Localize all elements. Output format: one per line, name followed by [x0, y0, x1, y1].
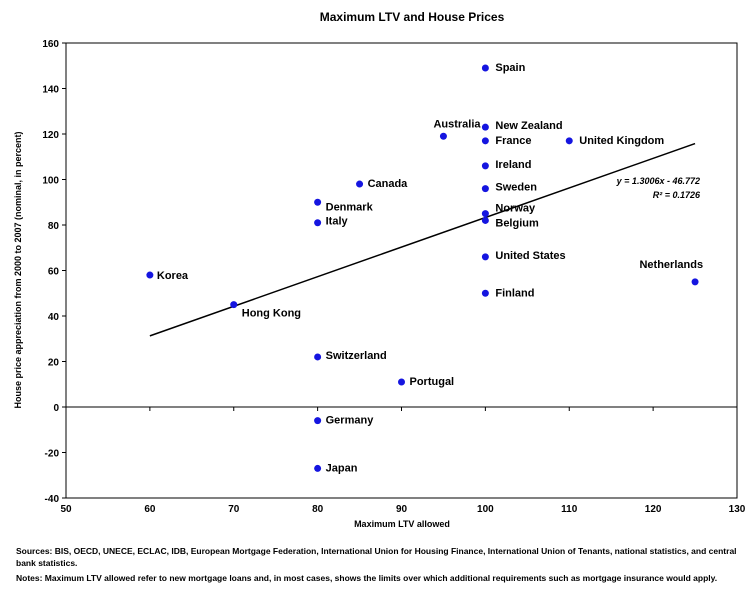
data-point-marker: [356, 180, 364, 188]
trendline-equation: y = 1.3006x - 46.772: [616, 176, 700, 186]
sources-text: Sources: BIS, OECD, UNECE, ECLAC, IDB, E…: [16, 546, 737, 568]
point-label: Korea: [157, 270, 189, 282]
data-point-marker: [691, 278, 699, 286]
data-point-marker: [481, 289, 489, 297]
y-tick-label: 140: [42, 85, 59, 96]
data-point-marker: [398, 378, 405, 386]
point-label: Norway: [495, 203, 536, 215]
data-point-marker: [314, 464, 322, 472]
x-tick-label: 70: [228, 504, 240, 515]
y-tick-label: -40: [45, 494, 60, 505]
point-label: Belgium: [495, 217, 539, 229]
data-point-marker: [146, 271, 154, 279]
x-axis: 50 60 70 80 90 100 110 120 130: [60, 407, 746, 515]
data-point-marker: [481, 216, 489, 224]
point-labels: Korea Hong Kong Denmark Italy Switzerland Ger…: [157, 62, 703, 474]
point-label: Sweden: [495, 182, 537, 194]
x-tick-label: 90: [396, 504, 408, 515]
chart-title: Maximum LTV and House Prices: [320, 10, 505, 24]
y-tick-label: 20: [48, 358, 60, 369]
data-point-marker: [314, 417, 322, 425]
point-label: Denmark: [326, 201, 374, 213]
y-tick-label: -20: [45, 449, 60, 460]
point-label: Switzerland: [326, 350, 387, 362]
data-point-marker: [314, 353, 322, 361]
data-point-marker: [481, 123, 489, 131]
point-label: Spain: [495, 62, 525, 74]
data-points: [146, 64, 699, 472]
point-label: Japan: [326, 462, 358, 474]
y-tick-label: 120: [42, 130, 59, 141]
y-axis: 160 140 120 100 80 60 40 20 0 -20 -40: [42, 39, 66, 505]
point-label: Germany: [326, 415, 375, 427]
point-label: Ireland: [495, 159, 531, 171]
data-point-marker: [481, 162, 489, 170]
notes-text: Notes: Maximum LTV allowed refer to new …: [16, 573, 718, 583]
trendline-r-squared: R² = 0.1726: [653, 190, 701, 200]
data-point-marker: [481, 64, 489, 72]
data-point-marker: [481, 253, 489, 261]
point-label: Netherlands: [639, 259, 703, 271]
x-tick-label: 110: [561, 504, 578, 515]
point-label: Hong Kong: [242, 308, 301, 320]
point-label: United States: [495, 250, 565, 262]
data-point-marker: [481, 210, 489, 218]
y-tick-label: 100: [42, 176, 59, 187]
data-point-marker: [439, 132, 447, 140]
x-tick-label: 120: [645, 504, 662, 515]
y-tick-label: 80: [48, 221, 60, 232]
point-label: New Zealand: [495, 120, 562, 132]
data-point-marker: [314, 219, 322, 227]
y-tick-label: 60: [48, 267, 60, 278]
y-tick-label: 40: [48, 312, 60, 323]
x-axis-title: Maximum LTV allowed: [354, 519, 450, 529]
x-tick-label: 60: [144, 504, 156, 515]
y-tick-label: 0: [53, 403, 59, 414]
trendline: [149, 142, 696, 337]
x-tick-label: 80: [312, 504, 324, 515]
point-label: Portugal: [410, 376, 455, 388]
data-point-marker: [565, 137, 573, 145]
x-tick-label: 130: [729, 504, 746, 515]
data-point-marker: [314, 198, 322, 206]
point-label: United Kingdom: [579, 135, 664, 147]
data-point-marker: [481, 185, 489, 193]
point-label: Canada: [368, 178, 409, 190]
x-tick-label: 100: [477, 504, 494, 515]
scatter-chart: Maximum LTV and House Prices 50 60 70 80 90 1…: [13, 10, 746, 529]
y-axis-title: House price appreciation from 2000 to 20…: [13, 131, 23, 408]
y-tick-label: 160: [42, 39, 59, 50]
point-label: Italy: [326, 216, 349, 228]
point-label: Finland: [495, 287, 534, 299]
data-point-marker: [230, 301, 238, 309]
data-point-marker: [481, 137, 489, 145]
x-tick-label: 50: [60, 504, 72, 515]
point-label: France: [495, 135, 531, 147]
point-label: Australia: [433, 118, 481, 130]
